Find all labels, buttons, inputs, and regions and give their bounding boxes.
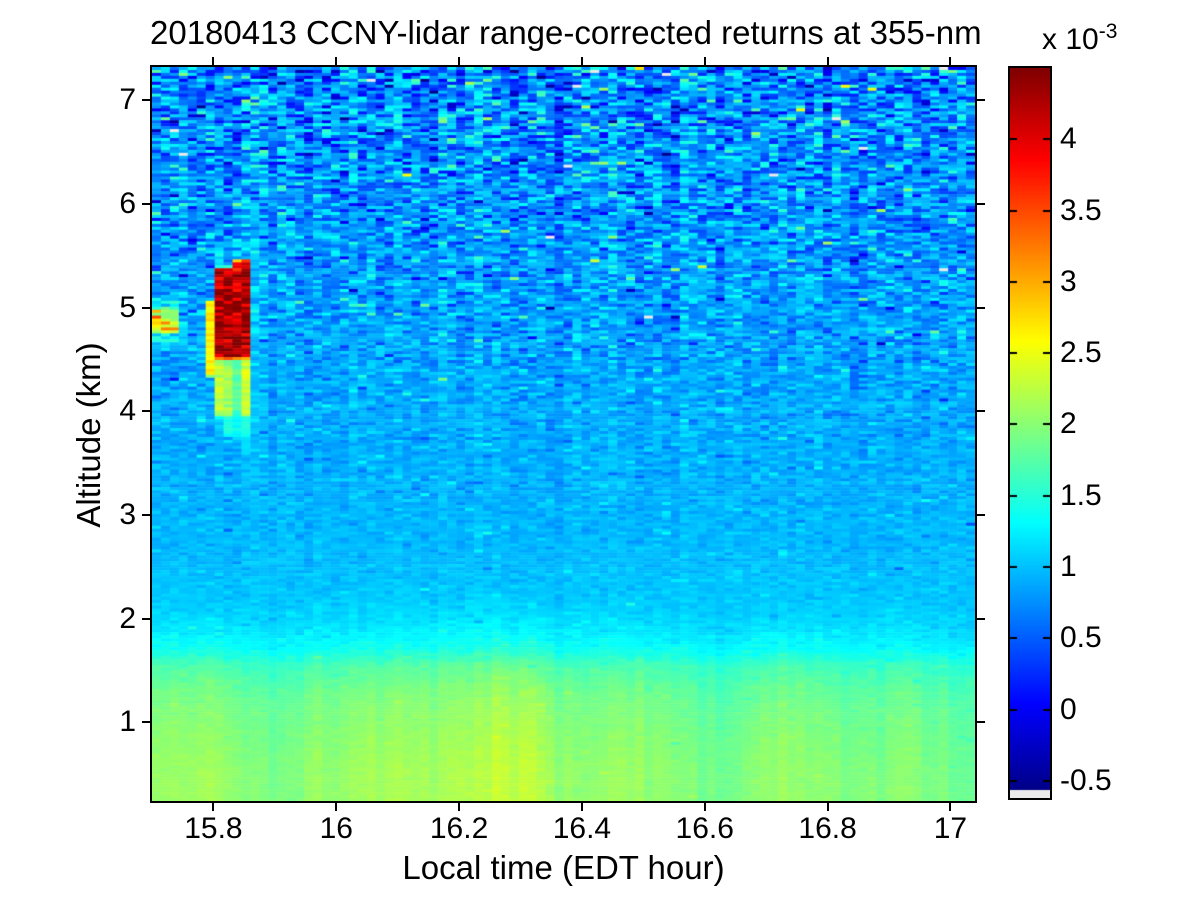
y-tick-right	[977, 617, 985, 620]
y-tick-left	[142, 202, 150, 205]
y-tick-label: 5	[119, 290, 136, 324]
colorbar-exponent-base: x 10	[1042, 23, 1099, 56]
x-tick-top	[458, 57, 461, 65]
colorbar-tick-label: 0.5	[1060, 621, 1102, 655]
y-tick-right	[977, 513, 985, 516]
x-tick-bottom	[703, 803, 706, 811]
colorbar-tick-label: 0	[1060, 692, 1077, 726]
y-tick-label: 3	[119, 497, 136, 531]
x-tick-bottom	[335, 803, 338, 811]
y-tick-left	[142, 99, 150, 102]
x-tick-top	[949, 57, 952, 65]
y-tick-right	[977, 721, 985, 724]
y-tick-left	[142, 306, 150, 309]
y-tick-right	[977, 99, 985, 102]
colorbar-tick-label: 1	[1060, 550, 1077, 584]
x-tick-top	[826, 57, 829, 65]
chart-title: 20180413 CCNY-lidar range-corrected retu…	[150, 14, 982, 51]
y-tick-right	[977, 410, 985, 413]
colorbar-tick-label: -0.5	[1060, 763, 1112, 797]
y-tick-left	[142, 617, 150, 620]
x-tick-label: 16.6	[675, 812, 734, 845]
y-tick-left	[142, 513, 150, 516]
x-tick-bottom	[580, 803, 583, 811]
x-tick-label: 17	[933, 812, 968, 845]
colorbar-exponent-label: x 10-3	[1042, 20, 1117, 57]
y-tick-right	[977, 202, 985, 205]
x-tick-bottom	[458, 803, 461, 811]
x-tick-bottom	[949, 803, 952, 811]
y-tick-right	[977, 306, 985, 309]
colorbar-tick-label: 3.5	[1060, 193, 1102, 227]
x-tick-bottom	[826, 803, 829, 811]
y-tick-label: 2	[119, 601, 136, 635]
x-tick-top	[212, 57, 215, 65]
colorbar-tick-label: 2.5	[1060, 336, 1102, 370]
x-axis-label: Local time (EDT hour)	[402, 849, 725, 886]
y-tick-label: 1	[119, 705, 136, 739]
x-tick-label: 15.8	[184, 812, 243, 845]
colorbar-canvas	[1010, 68, 1050, 798]
y-tick-left	[142, 721, 150, 724]
x-tick-label: 16.8	[798, 812, 857, 845]
x-tick-top	[335, 57, 338, 65]
colorbar	[1008, 66, 1052, 800]
x-tick-label: 16.4	[552, 812, 612, 845]
x-tick-bottom	[212, 803, 215, 811]
colorbar-exponent-power: -3	[1098, 20, 1118, 43]
x-tick-top	[580, 57, 583, 65]
colorbar-tick-label: 2	[1060, 407, 1077, 441]
x-tick-top	[703, 57, 706, 65]
y-tick-label: 7	[119, 83, 136, 117]
colorbar-tick-label: 1.5	[1060, 478, 1102, 512]
heatmap-canvas	[152, 67, 975, 801]
y-tick-left	[142, 410, 150, 413]
plot-box	[150, 65, 977, 803]
y-tick-label: 4	[119, 394, 136, 428]
x-tick-label: 16.2	[429, 812, 489, 845]
colorbar-tick-label: 3	[1060, 264, 1077, 298]
y-tick-label: 6	[119, 186, 136, 220]
colorbar-tick-label: 4	[1060, 122, 1077, 156]
x-tick-label: 16	[319, 812, 353, 845]
